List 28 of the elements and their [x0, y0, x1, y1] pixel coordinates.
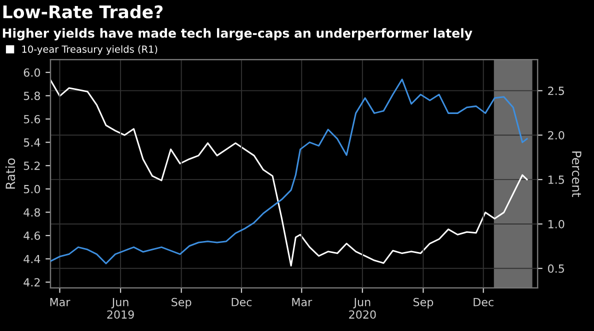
y-tick-label: 5.4: [24, 138, 40, 147]
chart-title: Low-Rate Trade?: [3, 4, 163, 18]
y-tick-label: 5.6: [24, 114, 40, 124]
chart-subtitle: Higher yields have made tech large-caps an underperformer lately: [2, 28, 472, 40]
x-tick-label: Dec: [232, 298, 252, 306]
y-tick-label: 5.2: [24, 162, 40, 170]
y-tick-label: 6.0: [24, 68, 40, 77]
legend-label: 10-year Treasury yields (R1): [22, 45, 158, 55]
x-tick-label: Jun 2019: [107, 298, 134, 319]
y2-tick-label: 2.5: [548, 86, 564, 96]
x-tick-label: Dec: [474, 298, 494, 306]
y2-tick-label: 2.0: [548, 131, 564, 140]
y2-tick-label: 1.5: [548, 176, 564, 184]
y-axis-title: Ratio: [5, 158, 16, 189]
x-tick-label: Mar: [50, 298, 70, 306]
x-tick-label: Sep: [413, 298, 434, 308]
x-tick-label: Jun 2020: [349, 298, 376, 319]
y2-tick-label: 0.5: [548, 264, 564, 273]
y-tick-label: 4.6: [24, 232, 40, 240]
y-tick-label: 4.4: [24, 254, 40, 264]
y2-axis-title: Percent: [572, 151, 582, 197]
x-tick-label: Sep: [172, 298, 192, 308]
y-tick-label: 4.8: [24, 208, 40, 217]
y-tick-label: 5.0: [24, 184, 40, 194]
y-tick-label: 5.8: [24, 92, 40, 100]
x-tick-label: Mar: [292, 298, 312, 306]
y-tick-label: 4.2: [24, 278, 40, 286]
y2-tick-label: 1.0: [548, 220, 564, 228]
